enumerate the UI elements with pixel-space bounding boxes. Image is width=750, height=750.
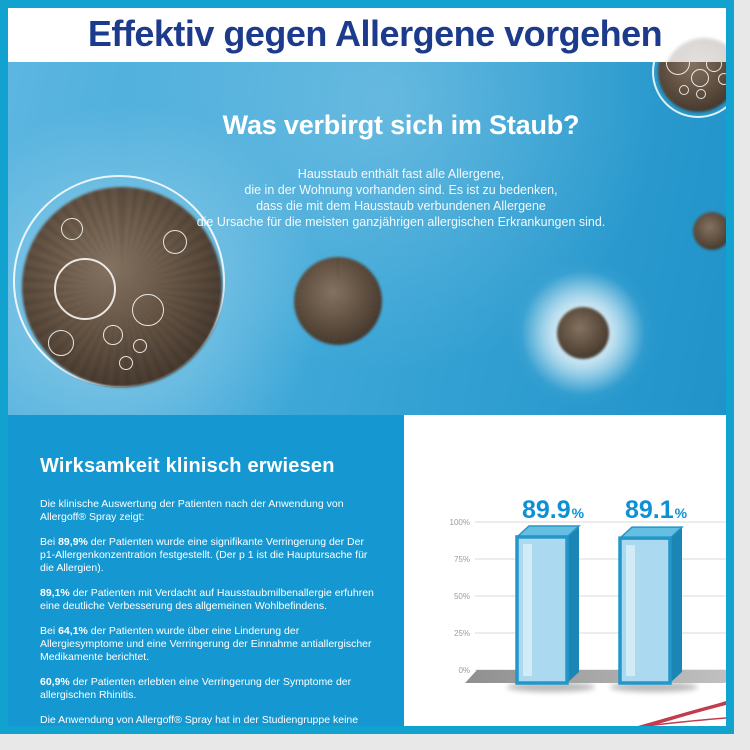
dust-bubble bbox=[61, 218, 83, 240]
intro-line: die Ursache für die meisten ganzjährigen… bbox=[196, 215, 606, 229]
efficacy-paragraph: 89,1% der Patienten mit Verdacht auf Hau… bbox=[40, 587, 374, 612]
efficacy-panel: Wirksamkeit klinisch erwiesen Die klinis… bbox=[8, 415, 404, 734]
dust-bubble bbox=[163, 230, 187, 254]
efficacy-paragraph: Die Anwendung von Allergoff® Spray hat i… bbox=[40, 714, 359, 734]
efficacy-paragraph: 60,9% der Patienten erlebten eine Verrin… bbox=[40, 676, 352, 701]
chart-tick-label: 100% bbox=[450, 518, 470, 527]
intro-line: dass die mit dem Hausstaub verbundenen A… bbox=[256, 199, 546, 213]
efficacy-paragraph: Bei 89,9% der Patienten wurde eine signi… bbox=[40, 536, 368, 574]
header-dust-fade bbox=[658, 32, 726, 62]
stat-value: 89,1% bbox=[40, 587, 70, 599]
chart-value-label: 89.1% bbox=[625, 496, 688, 524]
chart-bar bbox=[618, 536, 672, 685]
dust-bubble bbox=[48, 330, 74, 356]
infographic-canvas: Effektiv gegen Allergene vorgehen bbox=[0, 0, 734, 734]
header-bar: Effektiv gegen Allergene vorgehen bbox=[8, 8, 726, 62]
dust-ball-ring bbox=[658, 32, 726, 62]
chart-tick-label: 75% bbox=[454, 555, 470, 564]
dust-bubble bbox=[691, 69, 709, 87]
stat-value: 89,9% bbox=[58, 536, 88, 548]
dust-ball-small-glow bbox=[557, 307, 609, 359]
logo-swoosh bbox=[637, 700, 726, 726]
agrezor-logo: AGREZOR bbox=[637, 700, 726, 734]
efficacy-heading: Wirksamkeit klinisch erwiesen bbox=[40, 455, 335, 477]
dust-bubble bbox=[718, 73, 726, 85]
dust-ball-right-edge bbox=[693, 212, 726, 250]
hero-heading: Was verbirgt sich im Staub? bbox=[222, 110, 580, 140]
chart-tick-label: 50% bbox=[454, 592, 470, 601]
efficacy-paragraph: Die klinische Auswertung der Patienten n… bbox=[40, 498, 344, 523]
stat-value: 64,1% bbox=[58, 625, 88, 637]
chart-bar-side bbox=[567, 525, 579, 683]
page-title: Effektiv gegen Allergene vorgehen bbox=[87, 13, 663, 54]
intro-line: die in der Wohnung vorhanden sind. Es is… bbox=[244, 183, 558, 197]
dust-bubble bbox=[103, 325, 123, 345]
stat-value: 60,9% bbox=[40, 676, 70, 688]
chart-floor bbox=[465, 670, 726, 683]
hero-section: Was verbirgt sich im Staub? Hausstaub en… bbox=[8, 62, 726, 415]
dust-bubble bbox=[54, 258, 116, 320]
chart-bar-highlight bbox=[523, 543, 532, 676]
hero-text-block: Was verbirgt sich im Staub? Hausstaub en… bbox=[8, 110, 726, 230]
dust-bubble bbox=[119, 356, 133, 370]
dust-bubble bbox=[679, 85, 689, 95]
chart-tick-label: 0% bbox=[458, 666, 470, 675]
efficacy-paragraphs: Die klinische Auswertung der Patienten n… bbox=[40, 498, 380, 734]
chart-bar-highlight bbox=[626, 545, 635, 676]
dust-bubble bbox=[696, 89, 706, 99]
logo-wordmark: AGREZOR bbox=[639, 731, 708, 734]
chart-bar-side bbox=[670, 527, 682, 683]
dust-bubble bbox=[132, 294, 164, 326]
chart-value-label: 89.9% bbox=[522, 496, 585, 524]
chart-tick-label: 25% bbox=[454, 629, 470, 638]
dust-ball-medium bbox=[294, 257, 382, 345]
chart-panel: 100% 75% 50% 25% 0% 89.9% 89.1% AGREZOR bbox=[404, 415, 726, 734]
chart-bar bbox=[515, 535, 569, 685]
hero-intro: Hausstaub enthält fast alle Allergene, di… bbox=[60, 166, 726, 230]
dust-bubble bbox=[133, 339, 147, 353]
intro-line: Hausstaub enthält fast alle Allergene, bbox=[297, 167, 505, 181]
efficacy-paragraph: Bei 64,1% der Patienten wurde über eine … bbox=[40, 625, 372, 663]
efficacy-chart: 100% 75% 50% 25% 0% 89.9% 89.1% bbox=[450, 496, 726, 692]
